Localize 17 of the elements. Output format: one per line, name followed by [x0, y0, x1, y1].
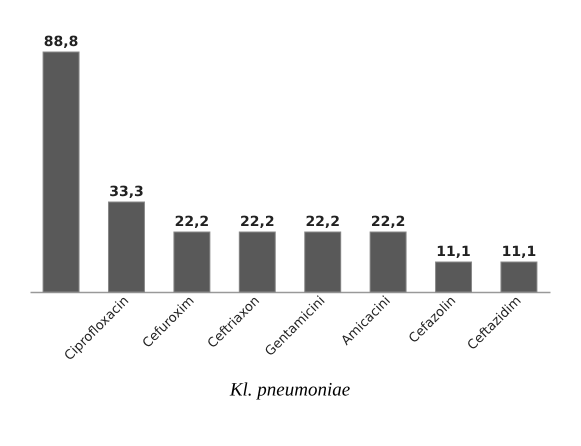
bar: [108, 202, 145, 292]
data-label: 88,8: [44, 34, 78, 50]
text: Kl. pneumoniae: [228, 380, 350, 401]
bar: [42, 52, 80, 292]
bar: [173, 232, 210, 292]
data-label: 22,2: [370, 214, 406, 230]
data-label: 22,2: [240, 214, 275, 230]
data-label: 22,2: [305, 214, 340, 230]
bar: [238, 232, 276, 292]
bar: [500, 262, 538, 292]
data-label: 11,1: [502, 244, 536, 260]
data-label: 11,1: [436, 244, 471, 260]
data-label: 33,3: [109, 184, 144, 200]
bar: [435, 262, 472, 292]
data-label: 22,2: [174, 214, 210, 230]
bar: [304, 232, 342, 292]
bar: [370, 232, 407, 292]
